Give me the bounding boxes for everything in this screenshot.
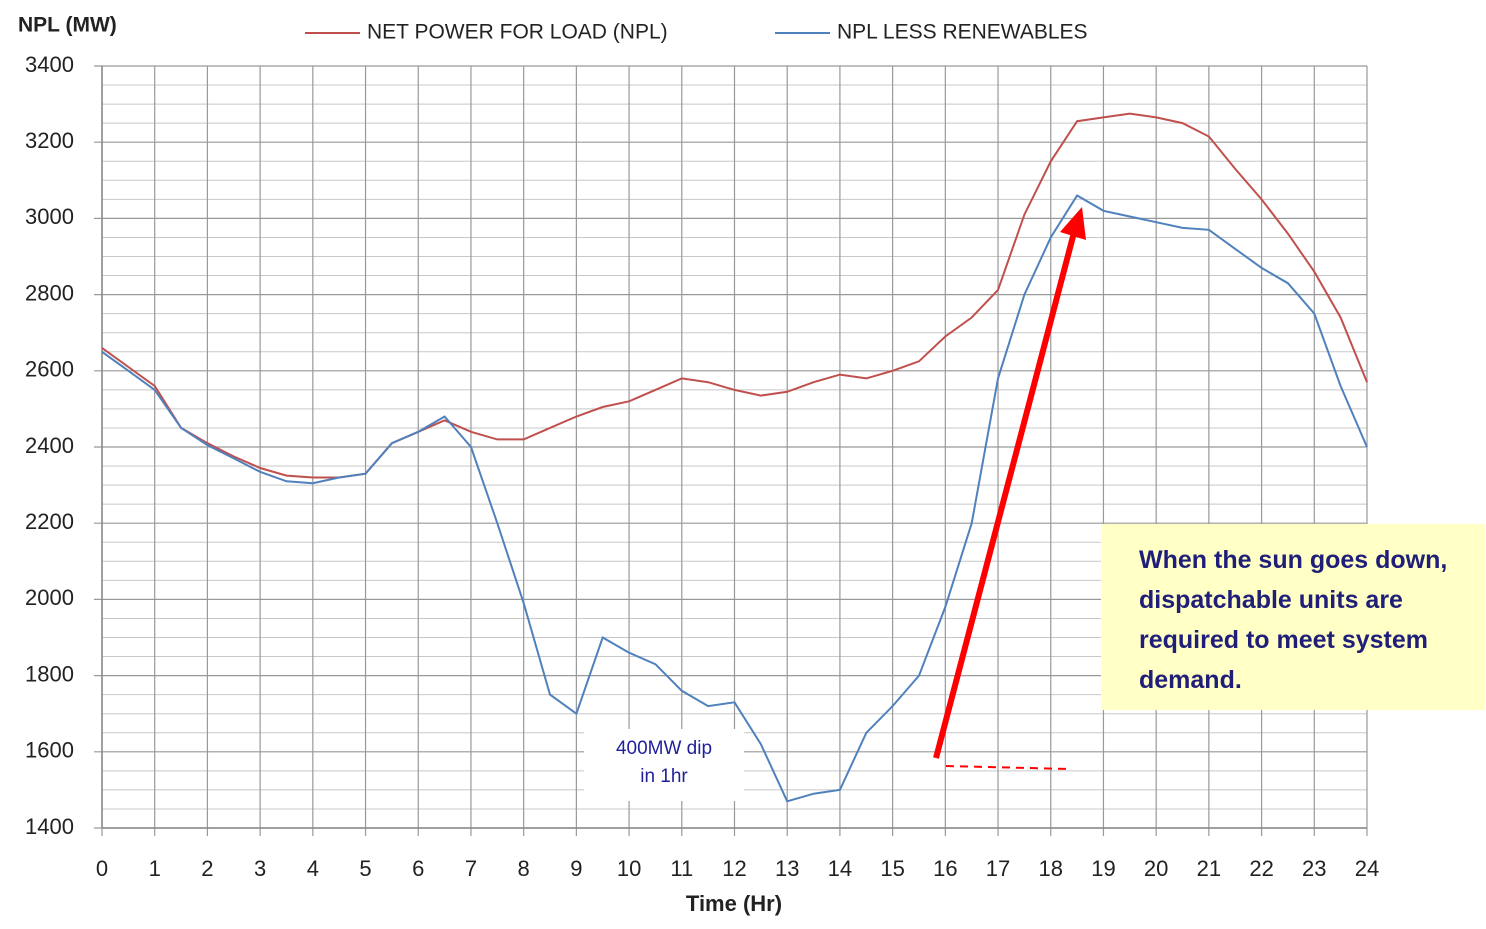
x-tick-label: 14 <box>828 856 852 881</box>
x-tick-label: 7 <box>465 856 477 881</box>
dashed-line <box>945 765 1071 770</box>
legend-label: NPL LESS RENEWABLES <box>837 21 1088 44</box>
arrow-head <box>1060 207 1086 240</box>
lines <box>101 112 1368 803</box>
x-tick-label: 24 <box>1355 856 1379 881</box>
y-tick-label: 3200 <box>25 128 74 153</box>
x-tick-label: 5 <box>359 856 371 881</box>
y-tick-label: 1800 <box>25 661 74 686</box>
y-tick-label: 2200 <box>25 509 74 534</box>
y-axis-label: NPL (MW) <box>18 14 117 37</box>
x-tick-label: 20 <box>1144 856 1168 881</box>
grid <box>94 65 1368 836</box>
y-tick-label: 2000 <box>25 585 74 610</box>
y-tick-label: 1400 <box>25 814 74 839</box>
x-tick-label: 21 <box>1197 856 1221 881</box>
y-tick-label: 2600 <box>25 357 74 382</box>
x-tick-label: 19 <box>1091 856 1115 881</box>
y-tick-label: 2400 <box>25 433 74 458</box>
x-tick-label: 17 <box>986 856 1010 881</box>
annotation: When the sun goes down, dispatchable uni… <box>1101 524 1485 710</box>
x-tick-label: 18 <box>1039 856 1063 881</box>
x-tick-label: 0 <box>96 856 108 881</box>
legend-label: NET POWER FOR LOAD (NPL) <box>367 21 668 44</box>
annotation: 400MW dip in 1hr <box>584 729 744 801</box>
arrow <box>933 224 1079 759</box>
x-tick-label: 2 <box>201 856 213 881</box>
series-line <box>101 194 1368 803</box>
x-tick-label: 3 <box>254 856 266 881</box>
x-axis-label: Time (Hr) <box>686 891 782 916</box>
x-tick-label: 23 <box>1302 856 1326 881</box>
x-tick-label: 6 <box>412 856 424 881</box>
x-tick-label: 1 <box>149 856 161 881</box>
x-tick-label: 10 <box>617 856 641 881</box>
x-tick-label: 22 <box>1249 856 1273 881</box>
y-tick-label: 3000 <box>25 204 74 229</box>
x-tick-label: 4 <box>307 856 319 881</box>
series-line <box>101 112 1368 479</box>
x-tick-label: 16 <box>933 856 957 881</box>
x-tick-label: 15 <box>880 856 904 881</box>
x-tick-label: 9 <box>570 856 582 881</box>
x-tick-label: 13 <box>775 856 799 881</box>
y-tick-label: 1600 <box>25 738 74 763</box>
x-tick-label: 8 <box>518 856 530 881</box>
x-tick-label: 11 <box>670 856 693 881</box>
y-tick-label: 2800 <box>25 280 74 305</box>
y-tick-label: 3400 <box>25 52 74 77</box>
x-tick-label: 12 <box>722 856 746 881</box>
